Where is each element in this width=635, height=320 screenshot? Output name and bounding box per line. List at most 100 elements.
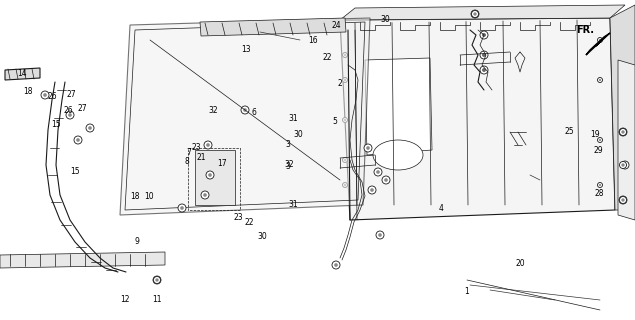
Text: 31: 31 [288,200,298,209]
Ellipse shape [599,184,601,186]
Text: 3: 3 [286,140,291,148]
Ellipse shape [472,11,479,18]
Text: 30: 30 [293,130,303,139]
Text: 25: 25 [565,127,575,136]
Polygon shape [0,252,165,268]
Ellipse shape [241,106,249,114]
Text: 21: 21 [197,153,206,162]
Ellipse shape [620,162,627,169]
Text: 15: 15 [70,167,80,176]
Ellipse shape [483,34,486,36]
Text: 30: 30 [257,232,267,241]
Text: 31: 31 [288,114,298,123]
Text: 1: 1 [464,287,469,296]
Text: 26: 26 [64,106,74,115]
Polygon shape [340,5,625,20]
Ellipse shape [599,139,601,141]
Polygon shape [120,18,370,215]
Ellipse shape [366,147,370,150]
Ellipse shape [342,77,347,83]
Polygon shape [618,60,635,220]
Text: 3: 3 [286,162,291,171]
Ellipse shape [378,233,382,236]
Polygon shape [365,58,432,155]
Text: 15: 15 [51,120,61,129]
Text: 14: 14 [17,69,27,78]
Ellipse shape [156,279,158,281]
Ellipse shape [344,159,346,161]
Text: 19: 19 [590,130,600,139]
Ellipse shape [622,131,625,134]
Text: FR.: FR. [576,25,594,36]
Ellipse shape [622,131,624,133]
Ellipse shape [622,199,624,201]
Ellipse shape [74,136,82,144]
Text: 22: 22 [323,53,331,62]
Text: 18: 18 [131,192,140,201]
Ellipse shape [624,164,627,167]
Ellipse shape [41,91,49,99]
Ellipse shape [599,79,601,81]
Polygon shape [586,33,610,55]
Text: 29: 29 [593,146,603,155]
Ellipse shape [480,66,488,74]
Text: 10: 10 [144,192,154,201]
Text: 9: 9 [134,237,139,246]
Ellipse shape [344,184,346,186]
Text: 23: 23 [233,213,243,222]
Ellipse shape [480,51,488,59]
Ellipse shape [201,191,209,199]
Ellipse shape [206,171,214,179]
Text: 32: 32 [284,160,295,169]
Ellipse shape [622,198,625,202]
Polygon shape [340,18,615,220]
Ellipse shape [376,231,384,239]
Polygon shape [200,18,346,36]
Ellipse shape [88,126,91,130]
Ellipse shape [471,10,479,18]
Ellipse shape [342,182,347,188]
Ellipse shape [206,143,210,147]
Ellipse shape [598,138,603,142]
Ellipse shape [342,157,347,163]
Text: 28: 28 [594,189,603,198]
Ellipse shape [203,193,206,196]
Ellipse shape [370,188,373,192]
Text: 26: 26 [47,92,57,100]
Ellipse shape [474,12,476,15]
Ellipse shape [208,173,211,177]
Ellipse shape [382,176,390,184]
Text: 27: 27 [66,90,76,99]
Ellipse shape [66,111,74,119]
Ellipse shape [342,52,347,58]
Ellipse shape [243,108,246,112]
Text: 16: 16 [308,36,318,44]
Text: 23: 23 [191,143,201,152]
Polygon shape [195,150,235,205]
Text: 12: 12 [120,295,129,304]
Ellipse shape [43,93,46,97]
Ellipse shape [598,77,603,83]
Polygon shape [5,68,40,80]
Ellipse shape [344,54,346,56]
Text: 22: 22 [245,218,254,227]
Text: 6: 6 [251,108,257,116]
Ellipse shape [180,206,184,210]
Text: 2: 2 [338,79,343,88]
Ellipse shape [619,128,627,136]
Text: 24: 24 [331,21,341,30]
Ellipse shape [599,39,601,41]
Text: 32: 32 [208,106,218,115]
Ellipse shape [377,171,380,173]
Ellipse shape [204,141,212,149]
Ellipse shape [622,164,624,166]
Ellipse shape [619,196,627,204]
Ellipse shape [474,12,477,16]
Ellipse shape [86,124,94,132]
Ellipse shape [620,129,627,135]
Ellipse shape [154,276,161,284]
Text: 30: 30 [380,15,391,24]
Text: 18: 18 [23,87,32,96]
Ellipse shape [621,161,629,169]
Ellipse shape [373,140,423,170]
